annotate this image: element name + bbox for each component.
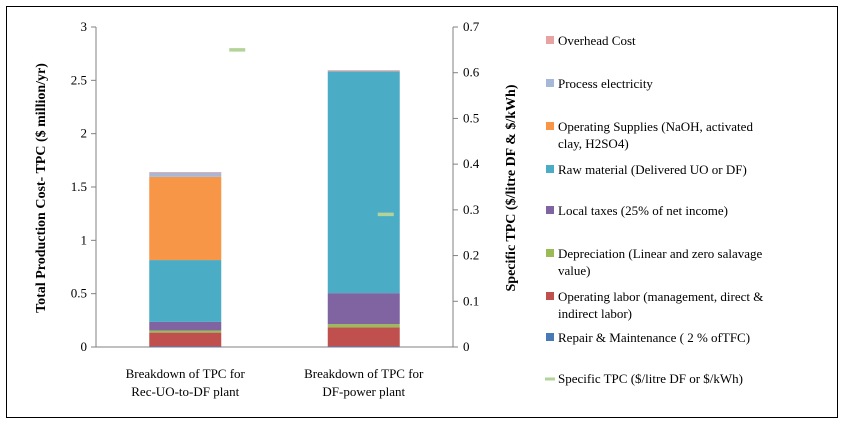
bar-segment [327, 324, 400, 328]
bar-segment [149, 332, 222, 347]
right-tick-label: 0 [463, 339, 470, 354]
legend: Overhead Cost Process electricity Operatin… [545, 33, 763, 386]
legend-swatch [546, 249, 554, 257]
left-tick-label: 0 [81, 339, 88, 354]
legend-swatch [546, 165, 554, 173]
y2-axis-title: Specific TPC ($/litre DF & $/kWh) [504, 84, 519, 291]
legend-label: Depreciation (Linear and zero salavage [558, 246, 763, 261]
bar-segment [149, 330, 222, 333]
legend-label: Raw material (Delivered UO or DF) [558, 162, 747, 177]
left-tick-label: 0.5 [71, 286, 87, 301]
bar-segment [327, 293, 400, 325]
legend-label: Operating labor (management, direct & [558, 289, 763, 304]
category-labels: Breakdown of TPC for Rec-UO-to-DF plant Br… [126, 366, 424, 399]
bar-segment [149, 260, 222, 322]
right-tick-label: 0.6 [463, 65, 480, 80]
right-axis-ticks: 0 0.1 0.2 0.3 0.4 0.5 0.6 0.7 [453, 19, 480, 354]
right-tick-label: 0.1 [463, 293, 479, 308]
right-tick-label: 0.2 [463, 248, 479, 263]
right-tick-label: 0.7 [463, 19, 480, 34]
legend-label: indirect labor) [558, 306, 632, 321]
left-tick-label: 2.5 [71, 72, 87, 87]
legend-swatch [546, 206, 554, 214]
legend-label: Repair & Maintenance ( 2 % ofTFC) [558, 330, 750, 345]
left-tick-label: 3 [81, 19, 88, 34]
chart-frame [6, 6, 838, 418]
legend-swatch [546, 122, 554, 130]
category-label: Rec-UO-to-DF plant [131, 384, 239, 399]
category-label: DF-power plant [322, 384, 405, 399]
legend-label: value) [558, 263, 590, 278]
bar-segment [327, 327, 400, 347]
legend-swatch [546, 333, 554, 341]
legend-swatch [546, 292, 554, 300]
left-axis-ticks: 0 0.5 1 1.5 2 2.5 3 [71, 19, 96, 354]
bar-segment [149, 172, 222, 177]
legend-label: Operating Supplies (NaOH, activated [558, 119, 753, 134]
legend-label: Local taxes (25% of net income) [558, 203, 728, 218]
bar-segment [327, 70, 400, 72]
right-tick-label: 0.5 [463, 110, 479, 125]
bar-segment [149, 321, 222, 331]
left-tick-label: 1 [81, 232, 88, 247]
right-tick-label: 0.3 [463, 202, 479, 217]
category-label: Breakdown of TPC for [126, 366, 246, 381]
right-tick-label: 0.4 [463, 156, 480, 171]
specific-tpc-markers [229, 48, 394, 217]
bar-segment [149, 172, 222, 173]
legend-label: clay, H2SO4) [558, 136, 629, 151]
legend-swatch [546, 36, 554, 44]
legend-label: Specific TPC ($/litre DF or $/kWh) [558, 371, 743, 386]
category-label: Breakdown of TPC for [304, 366, 424, 381]
y-axis-title: Total Production Cost- TPC ($ million/yr… [34, 63, 49, 313]
bar-segment [327, 346, 400, 348]
legend-label: Overhead Cost [558, 33, 636, 48]
bar-segment [327, 71, 400, 294]
bar-segment [149, 176, 222, 261]
left-tick-label: 2 [81, 126, 88, 141]
legend-label: Process electricity [558, 76, 653, 91]
bars [149, 70, 400, 348]
legend-swatch [546, 79, 554, 87]
bar-segment [149, 346, 222, 348]
left-tick-label: 1.5 [71, 179, 87, 194]
